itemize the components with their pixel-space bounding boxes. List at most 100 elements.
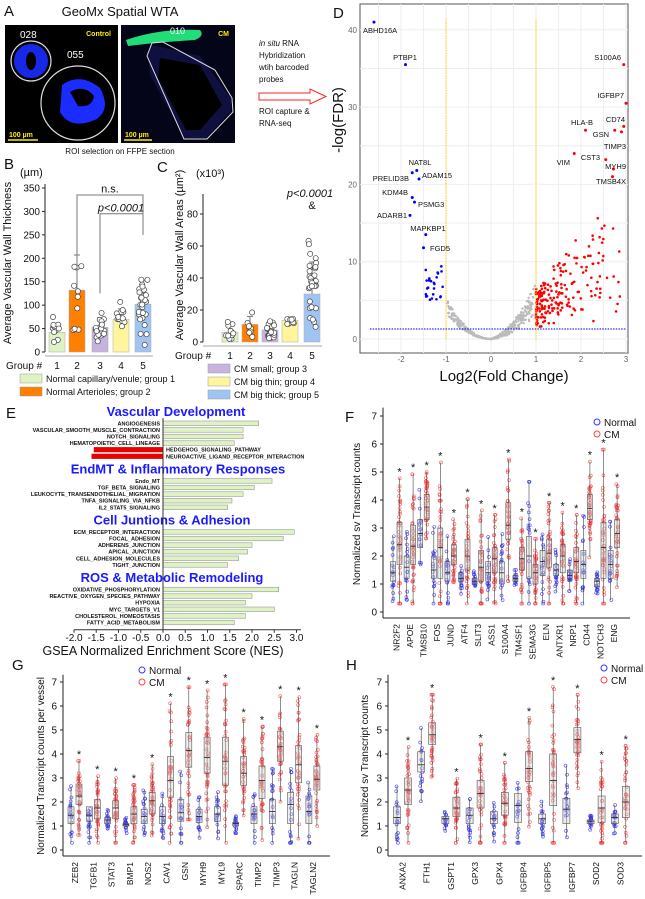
cm-data-point bbox=[169, 765, 174, 770]
normal-data-point bbox=[514, 568, 518, 572]
y-tick-label: 6 bbox=[371, 440, 377, 451]
gene-label: GSPT1 bbox=[446, 862, 456, 890]
cm-data-point bbox=[439, 507, 443, 511]
cm-data-point bbox=[492, 567, 497, 572]
cm-data-point bbox=[297, 798, 301, 802]
point-up bbox=[546, 288, 550, 292]
normal-data-point bbox=[143, 818, 147, 822]
cm-data-point bbox=[412, 585, 416, 590]
cm-data-point bbox=[466, 497, 470, 501]
cm-data-point bbox=[546, 533, 551, 538]
normal-data-point bbox=[306, 780, 310, 785]
significance-star: * bbox=[205, 678, 210, 690]
normal-data-point bbox=[492, 804, 497, 809]
gene-label: TM4SF1 bbox=[514, 624, 524, 657]
point-up bbox=[567, 254, 571, 257]
normal-data-point bbox=[160, 809, 164, 813]
cm-data-point bbox=[624, 762, 629, 767]
normal-data-point bbox=[396, 840, 400, 845]
point-down bbox=[429, 279, 433, 283]
x-tick-label: 2.5 bbox=[267, 633, 281, 644]
nes-bar bbox=[162, 529, 295, 535]
cm-data-point bbox=[602, 518, 606, 522]
cm-data-point bbox=[96, 774, 100, 779]
cm-data-point bbox=[314, 769, 318, 773]
data-point bbox=[139, 301, 146, 308]
panel-a-caption: ROI selection on FFPE section bbox=[65, 147, 174, 156]
significance-label: & bbox=[308, 200, 316, 212]
cm-data-point bbox=[438, 542, 443, 547]
point-up bbox=[581, 271, 585, 274]
normal-data-point bbox=[527, 523, 532, 528]
x-tick-label: 0.5 bbox=[178, 633, 192, 644]
cm-data-point bbox=[411, 588, 416, 593]
workflow-step-1-line4: probes bbox=[259, 75, 283, 84]
cm-data-point bbox=[224, 738, 228, 743]
cm-data-point bbox=[260, 838, 265, 842]
point-label: PRELID3B bbox=[373, 174, 409, 183]
normal-data-point bbox=[516, 827, 521, 831]
legend-label: CM big thick; group 5 bbox=[234, 390, 319, 400]
significance-star: * bbox=[465, 487, 470, 499]
x-tick-label: 3 bbox=[97, 361, 103, 372]
point-ns bbox=[515, 316, 518, 319]
point-ns bbox=[520, 311, 523, 315]
cm-data-point bbox=[186, 781, 191, 786]
x-tick-label: 5 bbox=[140, 361, 146, 372]
point-up bbox=[547, 306, 551, 310]
cm-data-point bbox=[430, 730, 435, 734]
cm-data-point bbox=[602, 592, 607, 597]
x-tick-label: 1.0 bbox=[201, 633, 215, 644]
data-point bbox=[119, 315, 126, 322]
y-tick-label: 0 bbox=[51, 846, 57, 857]
normal-data-point bbox=[418, 518, 423, 523]
data-point bbox=[308, 283, 315, 290]
legend-label-normal: Normal bbox=[149, 666, 181, 677]
y-axis-label-text: Average Vascular Wall Areas bbox=[174, 199, 186, 341]
cm-data-point bbox=[315, 747, 320, 752]
pathway-label: HEDGEHOG_SIGNALING_PATHWAY bbox=[166, 448, 261, 454]
y-tick-label: 10 bbox=[348, 258, 357, 267]
cm-data-point bbox=[424, 489, 428, 493]
point-ns bbox=[533, 284, 537, 288]
cm-data-point bbox=[437, 525, 442, 529]
normal-data-point bbox=[271, 815, 275, 820]
normal-box bbox=[287, 792, 294, 824]
cm-box bbox=[396, 522, 403, 565]
nes-bar bbox=[162, 542, 253, 548]
cm-data-point bbox=[297, 695, 302, 700]
normal-data-point bbox=[500, 598, 505, 602]
point-down bbox=[424, 292, 428, 296]
point-down bbox=[428, 298, 432, 302]
significance-star: * bbox=[187, 675, 192, 687]
point-up bbox=[557, 302, 560, 306]
normal-data-point bbox=[487, 555, 491, 559]
significance-star: * bbox=[168, 691, 173, 703]
cm-data-point bbox=[222, 803, 227, 808]
x-tick-label: -0.5 bbox=[132, 633, 150, 644]
cm-data-point bbox=[186, 771, 190, 776]
cm-data-point bbox=[261, 809, 265, 813]
cm-data-point bbox=[560, 598, 565, 603]
point-up bbox=[541, 298, 545, 302]
point-ns bbox=[520, 321, 523, 324]
normal-data-point bbox=[234, 821, 239, 825]
cm-data-point bbox=[438, 538, 443, 543]
cm-data-point bbox=[259, 784, 264, 789]
normal-data-point bbox=[396, 804, 400, 809]
roi-circle bbox=[10, 40, 52, 82]
normal-box bbox=[566, 569, 573, 579]
legend-swatch bbox=[207, 363, 231, 374]
cm-data-point bbox=[405, 759, 409, 763]
cm-data-point bbox=[465, 543, 469, 548]
labeled-point bbox=[410, 196, 414, 200]
cm-data-point bbox=[167, 800, 172, 804]
normal-data-point bbox=[541, 542, 545, 547]
cm-box bbox=[505, 502, 512, 540]
normal-box bbox=[485, 561, 492, 582]
cm-data-point bbox=[114, 829, 119, 834]
cm-data-point bbox=[204, 747, 209, 752]
y-tick-label: 7 bbox=[371, 412, 377, 423]
normal-data-point bbox=[541, 834, 545, 839]
point-up bbox=[548, 311, 552, 315]
